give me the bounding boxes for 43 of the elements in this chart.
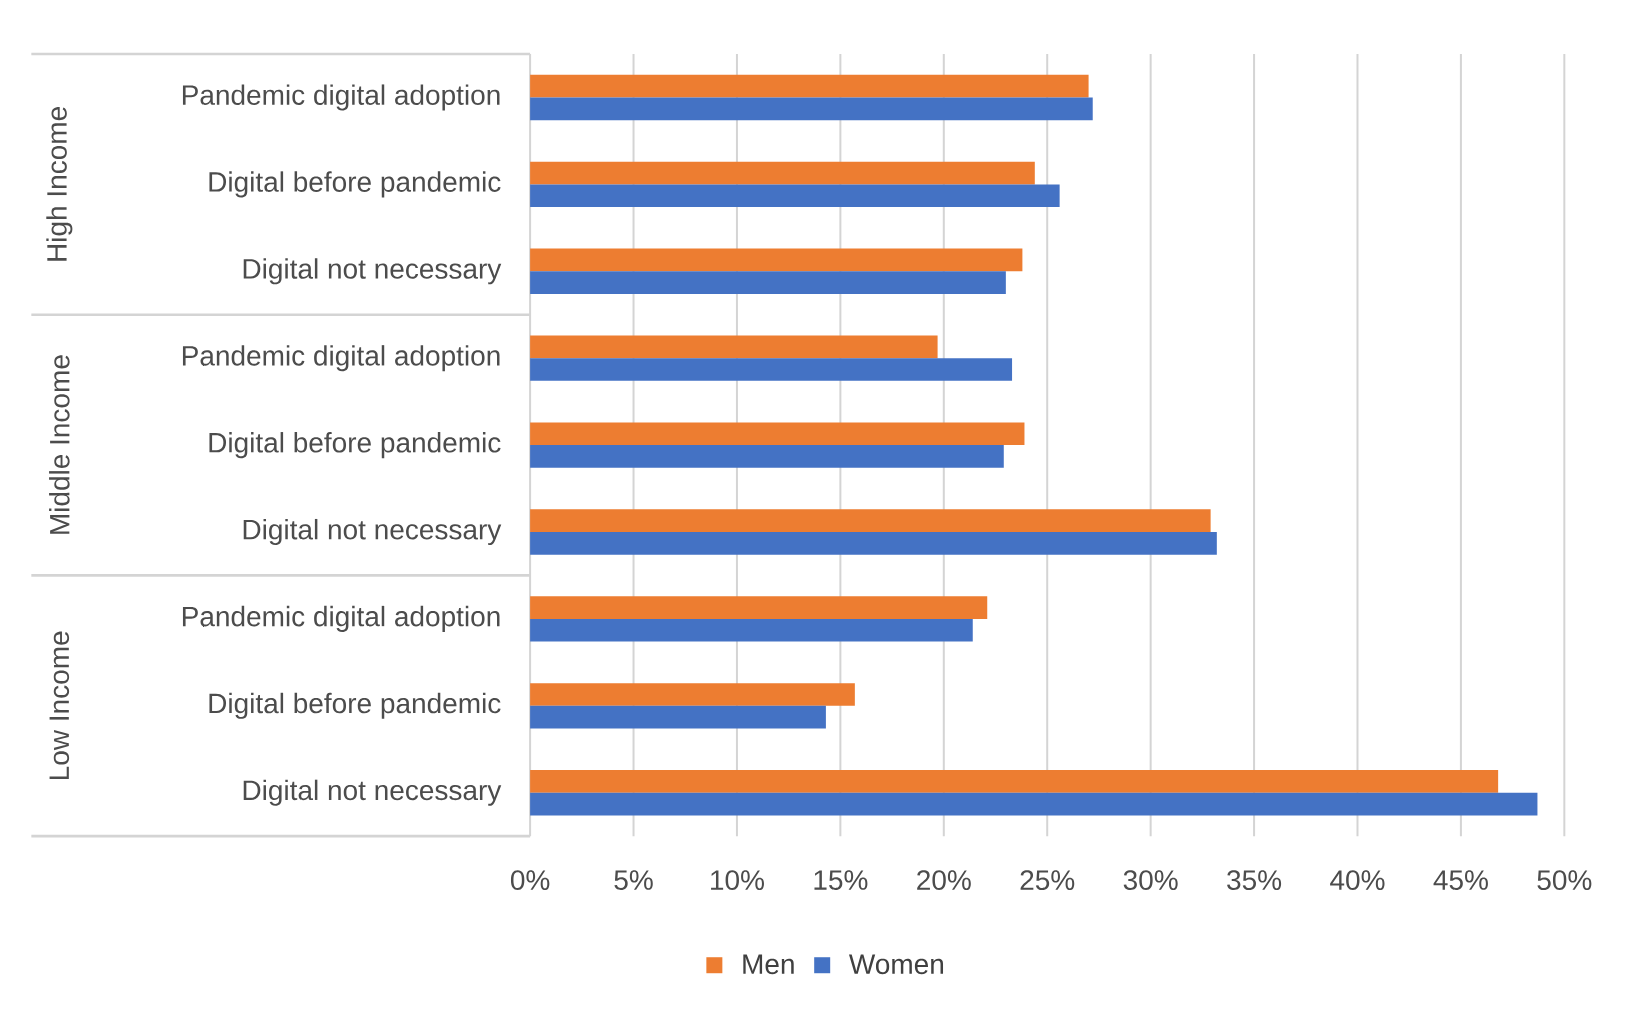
x-tick-label: 35%: [1227, 870, 1282, 890]
bar: [530, 358, 1013, 381]
bar: [530, 97, 1093, 121]
x-tick-label: 15%: [814, 870, 868, 890]
bar: [530, 335, 938, 359]
bar: [530, 248, 1023, 272]
x-tick-label: 25%: [1020, 870, 1075, 890]
x-tick-label: 50%: [1537, 870, 1592, 890]
bar: [530, 705, 826, 729]
x-tick-label: 5%: [614, 870, 653, 890]
y-tick-label: Pandemic digital adoption: [182, 605, 500, 632]
x-tick-label: 10%: [711, 870, 764, 890]
x-tick-label: 30%: [1123, 870, 1178, 890]
x-tick-label: 0%: [510, 870, 550, 890]
bar: [530, 683, 855, 706]
y-tick-label: Digital before pandemic: [209, 171, 501, 198]
bar: [530, 271, 1006, 294]
legend-label: Men: [743, 954, 794, 975]
x-tick-label: 45%: [1433, 870, 1488, 890]
y-tick-label: Pandemic digital adoption: [182, 84, 500, 111]
bar: [530, 74, 1089, 98]
text: Low Income: [49, 631, 70, 779]
text: High Income: [46, 106, 73, 261]
x-tick-label: 20%: [917, 870, 971, 890]
y-tick-label: Digital not necessary: [243, 258, 502, 285]
bar: [530, 531, 1217, 555]
bar: [530, 769, 1499, 793]
bar: [530, 161, 1035, 185]
bar: [530, 596, 988, 619]
y-tick-label: Digital not necessary: [243, 518, 502, 545]
y-tick-label: Digital before pandemic: [209, 431, 501, 459]
bar: [530, 184, 1060, 207]
bar: [530, 422, 1025, 445]
x-tick-label: 40%: [1330, 870, 1385, 890]
bar: [530, 618, 973, 642]
legend-label: Women: [848, 954, 944, 975]
y-tick-label: Pandemic digital adoption: [182, 345, 500, 372]
text: Middle Income: [49, 355, 70, 534]
bar: [530, 509, 1211, 532]
bar: [530, 792, 1538, 816]
y-tick-label: Digital before pandemic: [209, 692, 501, 719]
y-tick-label: Digital not necessary: [243, 779, 502, 806]
bar: [530, 445, 1004, 468]
